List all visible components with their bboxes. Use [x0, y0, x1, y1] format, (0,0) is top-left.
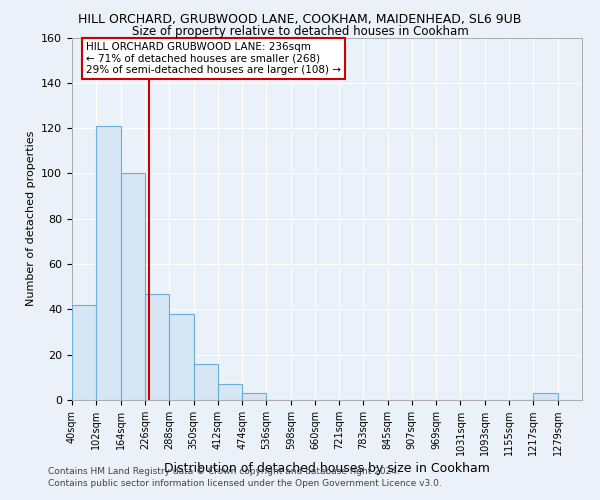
Bar	[97, 126, 121, 400]
Bar	[72, 305, 97, 400]
Text: HILL ORCHARD GRUBWOOD LANE: 236sqm
← 71% of detached houses are smaller (268)
29: HILL ORCHARD GRUBWOOD LANE: 236sqm ← 71%…	[86, 42, 341, 75]
Bar	[145, 294, 169, 400]
Bar	[194, 364, 218, 400]
Bar	[169, 314, 194, 400]
Bar	[533, 393, 557, 400]
X-axis label: Distribution of detached houses by size in Cookham: Distribution of detached houses by size …	[164, 462, 490, 475]
Text: Size of property relative to detached houses in Cookham: Size of property relative to detached ho…	[131, 25, 469, 38]
Text: Contains HM Land Registry data © Crown copyright and database right 2024.
Contai: Contains HM Land Registry data © Crown c…	[48, 466, 442, 487]
Text: HILL ORCHARD, GRUBWOOD LANE, COOKHAM, MAIDENHEAD, SL6 9UB: HILL ORCHARD, GRUBWOOD LANE, COOKHAM, MA…	[79, 12, 521, 26]
Bar	[218, 384, 242, 400]
Y-axis label: Number of detached properties: Number of detached properties	[26, 131, 35, 306]
Bar	[121, 174, 145, 400]
Bar	[242, 393, 266, 400]
